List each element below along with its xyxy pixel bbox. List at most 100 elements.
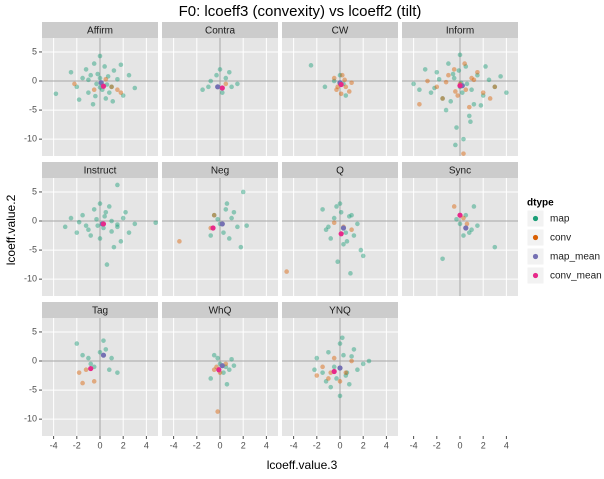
point xyxy=(338,209,344,215)
point xyxy=(450,71,456,77)
mean-point xyxy=(215,84,221,90)
point xyxy=(478,103,484,108)
mean-point xyxy=(219,221,225,227)
mean-point xyxy=(457,212,463,218)
point xyxy=(62,224,68,230)
strip-label: Neg xyxy=(211,166,229,177)
point xyxy=(226,69,232,75)
point xyxy=(460,90,465,95)
mean-point xyxy=(340,225,347,231)
point xyxy=(349,212,354,218)
legend-label: map xyxy=(550,214,570,225)
x-tick-label: 0 xyxy=(457,440,462,450)
point xyxy=(471,77,477,83)
point xyxy=(91,61,97,66)
point xyxy=(120,93,126,98)
point xyxy=(335,259,340,265)
point xyxy=(200,87,205,93)
point xyxy=(118,90,124,95)
point xyxy=(132,85,138,91)
y-tick-label: -10 xyxy=(24,134,37,144)
point xyxy=(461,151,466,156)
y-tick-label: 5 xyxy=(32,46,37,56)
point xyxy=(343,230,349,235)
point xyxy=(480,90,486,95)
point xyxy=(115,224,120,230)
mean-point xyxy=(88,365,94,372)
point xyxy=(451,67,457,72)
x-tick-label: 2 xyxy=(121,440,126,450)
mean-point xyxy=(210,225,216,231)
strip-label: Affirm xyxy=(87,26,113,37)
strip xyxy=(282,302,398,318)
legend-label: map_mean xyxy=(550,252,600,263)
point xyxy=(461,215,466,221)
point xyxy=(103,76,109,82)
point xyxy=(76,370,82,375)
strip xyxy=(42,162,158,178)
point xyxy=(94,216,99,222)
point xyxy=(454,125,459,130)
point xyxy=(468,119,473,125)
y-tick-label: -5 xyxy=(29,104,37,114)
point xyxy=(314,373,320,378)
mean-point xyxy=(100,221,107,227)
point xyxy=(457,221,463,227)
y-tick-label: 0 xyxy=(32,75,37,85)
strip xyxy=(282,22,398,38)
point xyxy=(106,90,112,95)
strip-label: Instruct xyxy=(84,166,117,177)
point xyxy=(110,99,116,104)
mean-point xyxy=(100,83,107,89)
point xyxy=(215,355,220,361)
x-tick-label: -2 xyxy=(193,440,201,450)
point xyxy=(464,81,470,87)
point xyxy=(118,62,124,68)
y-axis-label: lcoeff.value.2 xyxy=(4,194,18,265)
point xyxy=(461,233,466,238)
chart-title: F0: lcoeff3 (convexity) vs lcoeff2 (tilt… xyxy=(179,3,422,20)
point xyxy=(235,81,240,87)
point xyxy=(453,89,458,94)
point xyxy=(244,223,249,228)
point xyxy=(91,379,97,384)
point xyxy=(215,409,220,414)
point xyxy=(453,142,458,148)
point xyxy=(208,376,214,381)
legend-title: dtype xyxy=(527,198,554,209)
point xyxy=(349,354,354,359)
point xyxy=(340,335,345,341)
point xyxy=(464,221,470,227)
point xyxy=(120,215,126,221)
point xyxy=(358,247,364,253)
mean-point xyxy=(331,368,337,375)
strip-label: YNQ xyxy=(329,306,351,317)
point xyxy=(226,236,232,241)
point xyxy=(223,207,229,212)
point xyxy=(351,347,357,352)
point xyxy=(115,222,120,227)
mean-point xyxy=(338,231,344,237)
x-tick-label: -4 xyxy=(410,440,418,450)
point xyxy=(76,219,82,225)
point xyxy=(126,72,132,78)
y-tick-label: -5 xyxy=(29,384,37,394)
point xyxy=(340,72,345,78)
point xyxy=(492,84,498,90)
point xyxy=(208,78,214,84)
point xyxy=(88,72,94,78)
point xyxy=(334,87,339,93)
point xyxy=(337,72,343,78)
point xyxy=(80,75,85,81)
point xyxy=(451,75,457,81)
point xyxy=(109,355,114,361)
point xyxy=(443,107,449,113)
point xyxy=(463,64,469,69)
legend-marker xyxy=(532,272,539,279)
point xyxy=(360,361,366,367)
mean-point xyxy=(337,365,343,371)
y-tick-label: -5 xyxy=(29,244,37,254)
point xyxy=(331,220,337,226)
point xyxy=(229,356,234,362)
strip xyxy=(282,162,398,178)
